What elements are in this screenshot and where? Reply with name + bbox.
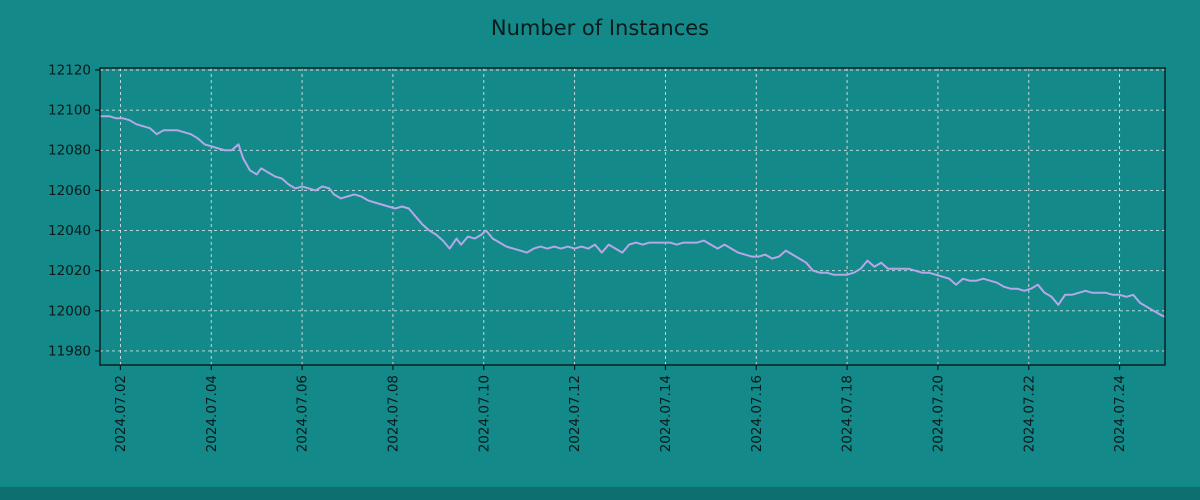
x-tick-label: 2024.07.20 bbox=[930, 375, 946, 452]
plot-border bbox=[99, 67, 1166, 366]
x-tick-label: 2024.07.08 bbox=[385, 375, 401, 452]
x-tick-label: 2024.07.16 bbox=[749, 375, 765, 452]
axis-ticks bbox=[95, 69, 1121, 370]
footer-bar bbox=[0, 487, 1200, 500]
y-tick-label: 11980 bbox=[48, 343, 91, 359]
x-tick-label: 2024.07.02 bbox=[113, 375, 129, 452]
y-tick-label: 12040 bbox=[48, 223, 91, 239]
x-tick-label: 2024.07.18 bbox=[840, 375, 856, 452]
x-tick-label: 2024.07.04 bbox=[204, 375, 220, 452]
x-tick-label: 2024.07.10 bbox=[476, 375, 492, 452]
y-tick-label: 12060 bbox=[48, 183, 91, 199]
y-tick-label: 12120 bbox=[48, 62, 91, 78]
y-tick-label: 12000 bbox=[48, 303, 91, 319]
x-tick-label: 2024.07.22 bbox=[1021, 375, 1037, 452]
x-tick-label: 2024.07.24 bbox=[1112, 375, 1128, 452]
x-tick-label: 2024.07.06 bbox=[295, 375, 311, 452]
y-tick-label: 12100 bbox=[48, 103, 91, 119]
series-line-instances bbox=[99, 115, 1166, 318]
axis-tick-labels: 11980 12000 12020 12040 12060 12080 12100 12120… bbox=[48, 62, 1128, 452]
x-tick-label: 2024.07.12 bbox=[567, 375, 583, 452]
y-tick-label: 12020 bbox=[48, 263, 91, 279]
chart-title: Number of Instances bbox=[490, 16, 710, 40]
x-tick-label: 2024.07.14 bbox=[658, 375, 674, 452]
y-tick-label: 12080 bbox=[48, 143, 91, 159]
gridlines bbox=[100, 68, 1165, 365]
